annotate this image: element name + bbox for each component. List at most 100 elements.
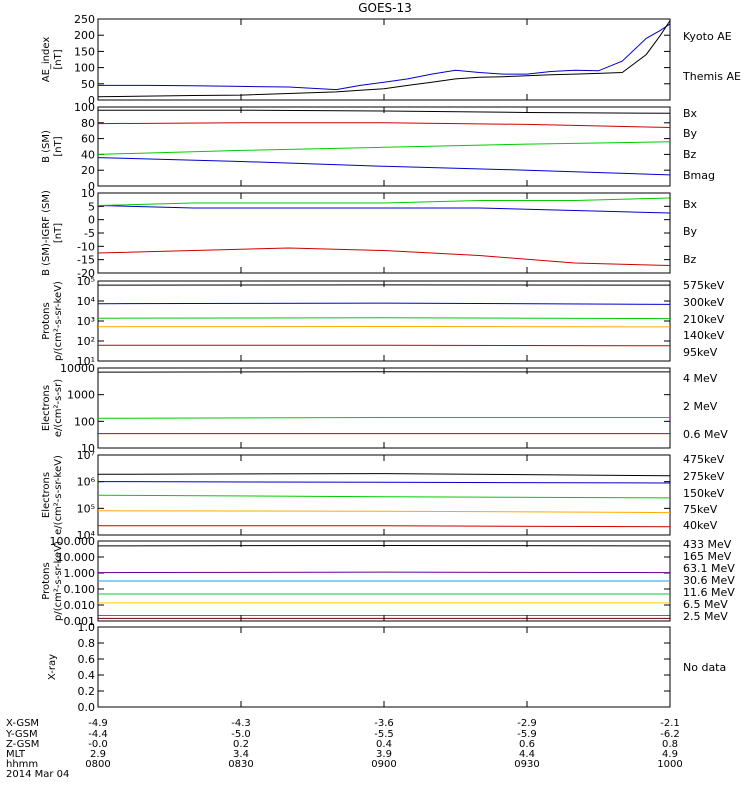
footer-row-value: 3.4: [233, 749, 249, 760]
legend-entry: 475keV: [683, 453, 725, 466]
panel-frame-4: [97, 280, 671, 362]
footer-row-value: -3.6: [374, 718, 394, 729]
panel-ylabel: Protons: [41, 302, 52, 339]
series-line: [97, 317, 671, 320]
legend-entry: 75keV: [683, 503, 718, 516]
panel-ylabel: e/(cm²-s-sr): [53, 379, 64, 437]
legend-entry: 11.6 MeV: [683, 586, 735, 599]
panel-frame-2: [97, 106, 671, 187]
footer-row-value: 1000: [657, 759, 682, 770]
footer-row-label: X-GSM: [6, 718, 39, 729]
footer-row-value: 0.2: [233, 739, 249, 750]
panel-ylabel: [nT]: [53, 223, 64, 243]
ytick-label: 1.000: [64, 567, 96, 580]
ytick-label: 0.001: [64, 615, 96, 628]
panel-ylabel: AE_index: [41, 37, 52, 83]
ytick-label: 10⁵: [77, 275, 95, 288]
footer-row-value: -0.0: [88, 739, 108, 750]
series-line: [97, 571, 671, 574]
panel-ylabel: B (SM): [41, 130, 52, 163]
ytick-label: -10: [77, 240, 95, 253]
footer-row-value: 0.6: [519, 739, 535, 750]
legend-entry: 2 MeV: [683, 400, 718, 413]
legend-entry: Bz: [683, 253, 697, 266]
nodata-label: No data: [683, 661, 726, 674]
ytick-label: 100.000: [50, 535, 96, 548]
series-line: [97, 122, 671, 128]
ytick-label: 60: [81, 133, 95, 146]
legend-entry: 63.1 MeV: [683, 562, 735, 575]
series-line: [97, 494, 671, 499]
legend-entry: 275keV: [683, 470, 725, 483]
ytick-label: 0.8: [78, 637, 96, 650]
series-line: [97, 205, 671, 214]
panel-ylabel: Protons: [41, 562, 52, 599]
footer-row-value: -4.9: [88, 718, 108, 729]
footer-row-value: 2.9: [90, 749, 106, 760]
ytick-label: 100: [74, 62, 95, 75]
ytick-label: 10000: [60, 362, 95, 375]
ytick-label: 10³: [77, 315, 95, 328]
ytick-label: 150: [74, 45, 95, 58]
footer-row-label: Y-GSM: [5, 729, 38, 740]
legend-entry: 300keV: [683, 296, 725, 309]
legend-entry: 4 MeV: [683, 372, 718, 385]
ytick-label: 100: [74, 101, 95, 114]
ytick-label: 100: [74, 415, 95, 428]
legend-entry: 95keV: [683, 346, 718, 359]
panel-frame-6: [97, 454, 671, 536]
footer-row-value: -2.1: [660, 718, 680, 729]
ytick-label: 0.010: [64, 599, 96, 612]
panel-ylabel: e/(cm²-s-sr-keV): [53, 455, 64, 535]
panel-ylabel: p/(cm²-s-sr-keV): [53, 541, 64, 621]
legend-entry: 433 MeV: [683, 538, 732, 551]
legend-entry: Bx: [683, 107, 698, 120]
ytick-label: -20: [77, 267, 95, 280]
ytick-label: 0.6: [78, 653, 96, 666]
ytick-label: 0.4: [78, 669, 96, 682]
ytick-label: 80: [81, 117, 95, 130]
legend-entry: 30.6 MeV: [683, 574, 735, 587]
panel-ylabel: p/(cm²-s-sr-keV): [53, 281, 64, 361]
footer-row-value: -4.4: [88, 729, 108, 740]
legend-entry: 6.5 MeV: [683, 598, 728, 611]
ytick-label: 10.000: [57, 551, 96, 564]
footer-row-label: hhmm: [6, 759, 38, 770]
legend-entry: 165 MeV: [683, 550, 732, 563]
footer-row-label: Z-GSM: [6, 739, 39, 750]
panel-frame-8: [97, 626, 671, 708]
ytick-label: -15: [77, 254, 95, 267]
panel-ylabel: [nT]: [53, 136, 64, 156]
footer-row-value: -5.0: [231, 729, 251, 740]
ytick-label: 10¹: [77, 355, 95, 368]
ytick-label: 0.2: [78, 685, 96, 698]
footer-row-value: -4.3: [231, 718, 251, 729]
footer-row-value: 0900: [371, 759, 396, 770]
panel-ylabel: B (SM)-IGRF (SM): [41, 190, 52, 276]
ytick-label: 40: [81, 148, 95, 161]
series-line: [98, 525, 671, 528]
legend-entry: By: [683, 225, 698, 238]
footer-row-value: -5.9: [517, 729, 537, 740]
panel-frame-1: [97, 18, 671, 101]
series-line: [97, 481, 671, 484]
legend-entry: 0.6 MeV: [683, 428, 728, 441]
plot-title: GOES-13: [358, 1, 412, 15]
legend-entry: 40keV: [683, 519, 718, 532]
ytick-label: 10⁴: [77, 295, 96, 308]
footer-row-value: -5.5: [374, 729, 394, 740]
ytick-label: 0: [88, 94, 95, 107]
ytick-label: 1.0: [78, 621, 96, 634]
panel-frame-5: [97, 367, 671, 449]
footer-row-value: 0800: [85, 759, 110, 770]
panel-ylabel: Electrons: [41, 472, 52, 518]
ytick-label: 20: [81, 164, 95, 177]
ytick-label: 10: [81, 442, 95, 455]
series-line: [97, 141, 671, 155]
footer-row-value: 4.9: [662, 749, 678, 760]
legend-entry: 140keV: [683, 329, 725, 342]
ytick-label: 200: [74, 29, 95, 42]
panel-ylabel: X-ray: [47, 654, 58, 680]
